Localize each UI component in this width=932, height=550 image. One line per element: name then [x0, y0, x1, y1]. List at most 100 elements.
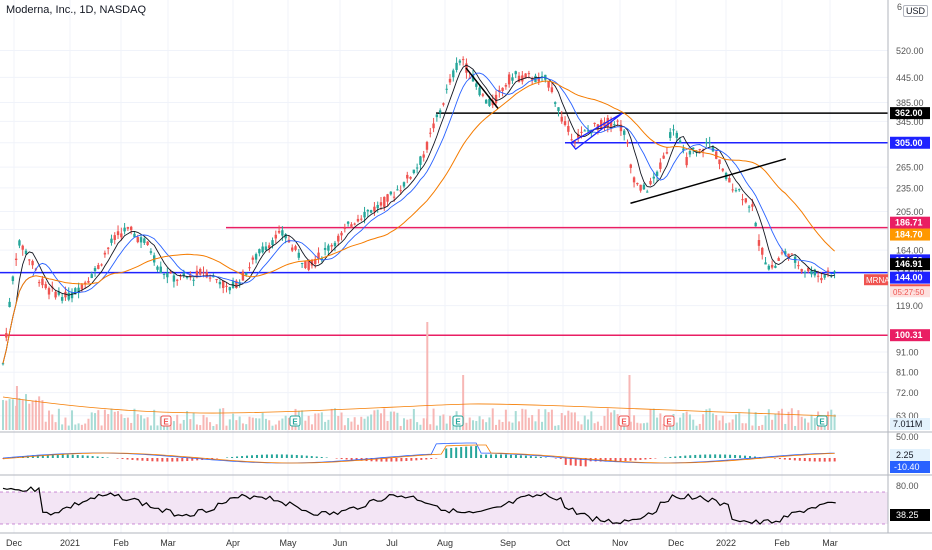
volume-bar — [156, 425, 159, 430]
candle — [692, 147, 695, 150]
candle — [116, 231, 120, 236]
currency-button[interactable]: USD — [903, 5, 929, 17]
volume-bar — [107, 414, 110, 430]
candle — [432, 123, 435, 129]
candle — [182, 273, 185, 277]
candle — [120, 233, 123, 238]
x-tick-label: Jun — [333, 538, 348, 548]
candle — [333, 242, 337, 247]
timer-tag — [890, 286, 930, 298]
candle — [452, 70, 455, 78]
trend-lines — [465, 67, 787, 204]
trend-line — [465, 67, 499, 109]
x-tick-label: Dec — [668, 538, 685, 548]
candle — [271, 240, 274, 246]
candle — [764, 262, 767, 265]
candle — [550, 87, 554, 93]
rsi-value-tag — [890, 509, 930, 521]
macd-histogram-bar — [226, 457, 229, 458]
candle — [530, 79, 534, 81]
candle — [501, 87, 504, 91]
candle — [281, 230, 284, 236]
triangle-pattern — [569, 112, 623, 151]
rsi-line — [2, 486, 836, 525]
candle — [583, 130, 586, 132]
macd-histogram-bar — [425, 458, 428, 460]
volume-bar — [606, 408, 609, 430]
macd-histogram-bar — [823, 458, 826, 462]
volume-bar — [830, 409, 833, 430]
candle — [254, 254, 258, 260]
volume-bar — [711, 413, 714, 430]
candle — [478, 87, 481, 96]
volume-bar — [761, 424, 764, 430]
volume-bar — [504, 409, 507, 430]
volume-bar — [718, 420, 721, 430]
candle — [652, 176, 655, 179]
volume-bar — [577, 421, 580, 430]
macd-histogram-bar — [280, 454, 283, 458]
volume-bar — [199, 425, 202, 430]
volume-bar — [646, 422, 649, 430]
volume-bar — [521, 408, 524, 430]
volume-bar — [383, 408, 386, 430]
candle — [494, 94, 498, 104]
volume-bar — [777, 410, 780, 430]
candle — [780, 252, 784, 254]
price-tick-label: 91.00 — [896, 348, 919, 358]
candle — [777, 258, 780, 261]
volume-bar — [182, 419, 185, 430]
candle — [521, 75, 524, 82]
x-tick-label: May — [279, 538, 297, 548]
volume-bar — [87, 418, 90, 430]
volume-bar — [439, 415, 442, 430]
volume-bar — [639, 423, 642, 430]
volume-bar — [613, 410, 616, 430]
candle — [547, 81, 550, 88]
volume-spike — [462, 375, 465, 430]
candle — [606, 117, 609, 127]
candle — [199, 268, 202, 275]
candle — [392, 196, 396, 198]
volume-bar — [324, 421, 327, 430]
candle — [356, 218, 360, 222]
volume-bar — [133, 408, 136, 430]
candle — [626, 141, 629, 144]
volume-bar — [192, 412, 195, 430]
moving-averages — [2, 64, 835, 364]
x-tick-label: 2021 — [60, 538, 80, 548]
price-tick-label: 385.00 — [896, 98, 924, 108]
candle — [731, 189, 734, 191]
volume-bar — [330, 408, 333, 430]
volume-bar — [140, 415, 143, 430]
candle — [228, 287, 231, 291]
candle — [143, 238, 146, 243]
volume-bar — [251, 417, 254, 430]
candle — [734, 190, 738, 192]
candle — [705, 142, 708, 144]
price-tick-label: 164.00 — [896, 246, 924, 256]
macd-value-tag — [890, 449, 930, 461]
candle — [738, 189, 741, 191]
macd-histogram-bar — [56, 454, 59, 458]
candle — [442, 103, 445, 105]
candle — [412, 169, 416, 173]
volume-bar — [508, 421, 511, 430]
volume-bar — [278, 420, 281, 430]
candle — [218, 281, 222, 285]
earnings-marker-label: E — [163, 418, 169, 427]
macd-histogram-bar — [739, 455, 742, 458]
volume-bar — [228, 419, 231, 430]
candle — [774, 265, 777, 268]
macd-histogram-bar — [704, 454, 707, 458]
macd-histogram-bar — [719, 454, 722, 458]
candle — [149, 251, 153, 253]
macd-histogram-bar — [46, 454, 49, 458]
candle — [37, 282, 41, 284]
price-label-text: 144.00 — [895, 273, 923, 283]
volume-bar — [662, 424, 665, 430]
price-tick-label: 345.00 — [896, 117, 924, 127]
macd-histogram-bar — [41, 454, 44, 458]
volume-bar — [360, 416, 363, 430]
